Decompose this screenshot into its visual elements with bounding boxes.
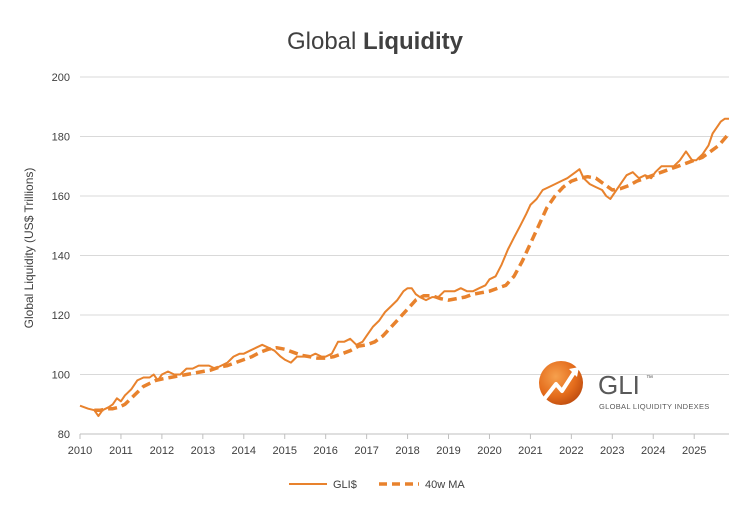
y-axis-title: Global Liquidity (US$ Trillions)	[22, 168, 36, 329]
x-tick-label: 2022	[559, 445, 583, 457]
y-tick-label: 80	[58, 429, 70, 441]
x-tick-label: 2016	[313, 445, 337, 457]
y-tick-label: 160	[52, 191, 70, 203]
x-tick-label: 2017	[354, 445, 378, 457]
y-axis-ticks: 80 100 120 140 160 180 200	[52, 72, 70, 441]
x-tick-label: 2025	[682, 445, 706, 457]
series-lines	[79, 117, 731, 418]
y-tick-label: 180	[52, 132, 70, 144]
x-tick-label: 2018	[395, 445, 419, 457]
y-tick-label: 140	[52, 251, 70, 263]
x-tick-label: 2015	[272, 445, 296, 457]
x-tick-label: 2012	[150, 445, 174, 457]
y-tick-label: 200	[52, 72, 70, 84]
series-line-gli	[79, 117, 729, 418]
x-tick-label: 2024	[641, 445, 665, 457]
y-tick-label: 120	[52, 310, 70, 322]
logo-trademark: ™	[646, 375, 653, 382]
gli-globe-arrow-icon	[539, 361, 583, 405]
x-axis-ticks: 2010 2011 2012 2013 2014 2015 2016 2017 2018 2019…	[68, 434, 706, 457]
x-tick-label: 2019	[436, 445, 460, 457]
x-tick-label: 2013	[191, 445, 215, 457]
chart-title-regular: Global	[287, 28, 363, 55]
x-tick-label: 2010	[68, 445, 92, 457]
legend-label-gli: GLI$	[333, 479, 357, 491]
legend-label-ma: 40w MA	[425, 479, 465, 491]
x-tick-label: 2014	[232, 445, 256, 457]
chart-title: Global Liquidity	[287, 28, 464, 55]
x-tick-label: 2021	[518, 445, 542, 457]
legend: GLI$ 40w MA	[289, 479, 465, 491]
y-tick-label: 100	[52, 370, 70, 382]
gli-logo: GLI ™ GLOBAL LIQUIDITY INDEXES	[539, 361, 710, 411]
logo-name: GLI	[598, 370, 640, 400]
chart-title-bold: Liquidity	[363, 28, 464, 55]
x-tick-label: 2020	[477, 445, 501, 457]
x-tick-label: 2023	[600, 445, 624, 457]
x-tick-label: 2011	[109, 445, 133, 457]
logo-subtitle: GLOBAL LIQUIDITY INDEXES	[599, 402, 710, 411]
grid-lines	[80, 76, 729, 375]
